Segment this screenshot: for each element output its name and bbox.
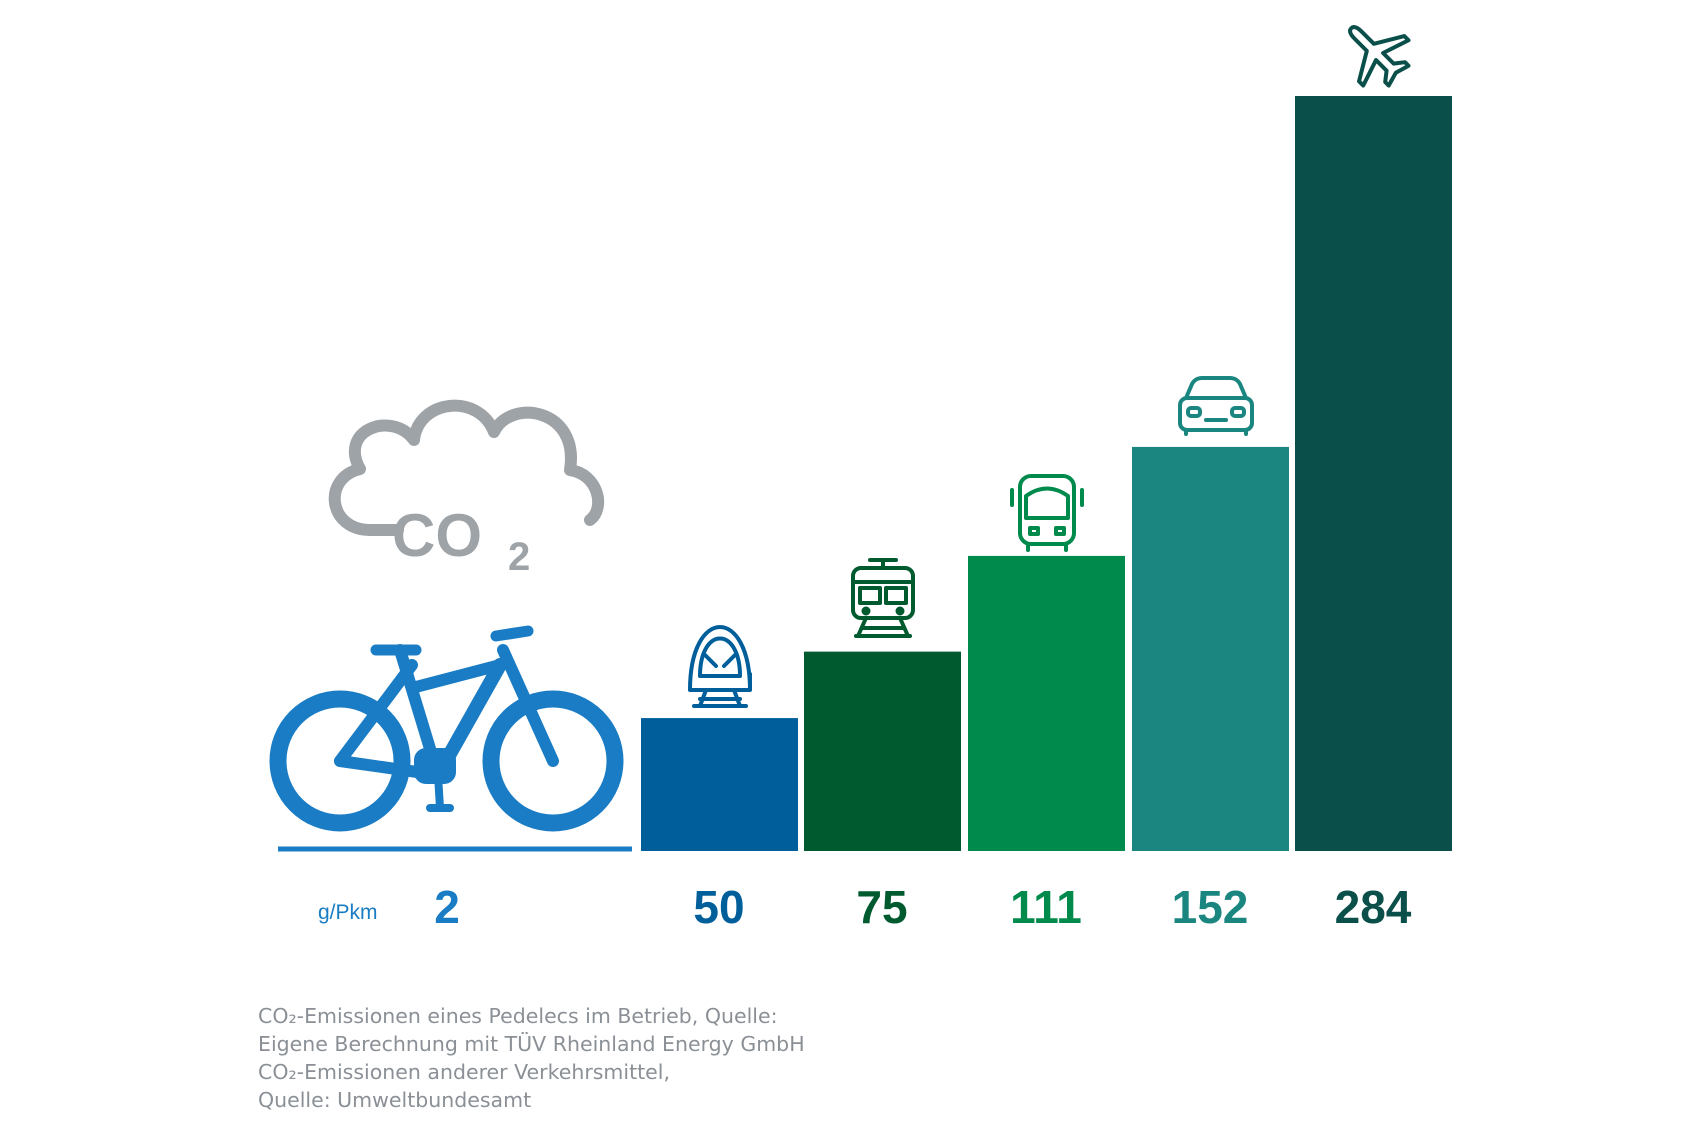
value-label-fernzug: 50 [693, 881, 744, 933]
caption-line-3: CO₂-Emissionen anderer Verkehrsmittel, [258, 1060, 671, 1084]
unit-label: g/Pkm [318, 901, 378, 924]
bar-nahverkehrszug [804, 651, 961, 851]
value-labels-group: 2 50 75 111 152 284 [434, 881, 1412, 933]
co2-subscript: 2 [508, 535, 530, 579]
regional-train-icon [851, 558, 915, 638]
source-caption: CO₂-Emissionen eines Pedelecs im Betrieb… [258, 1002, 1158, 1114]
bus-icon [1010, 474, 1084, 552]
co2-label: CO [392, 502, 482, 569]
airplane-icon [1348, 25, 1411, 88]
value-label-nahverkehrszug: 75 [856, 881, 907, 933]
co2-cloud-icon: CO 2 [328, 399, 605, 579]
value-label-pedelec: 2 [434, 881, 460, 933]
value-label-linienbus: 111 [1010, 881, 1082, 933]
caption-line-4: Quelle: Umweltbundesamt [258, 1088, 532, 1112]
caption-line-1: CO₂-Emissionen eines Pedelecs im Betrieb… [258, 1004, 778, 1028]
bar-linienbus [968, 555, 1125, 851]
bars-group [641, 96, 1452, 851]
bar-fernzug [641, 718, 798, 851]
bar-flugzeug [1295, 96, 1452, 851]
car-icon [1178, 376, 1254, 436]
value-label-pkw: 152 [1172, 881, 1249, 933]
high-speed-train-icon [688, 625, 752, 708]
e-bike-icon [269, 625, 624, 832]
bar-pkw [1132, 446, 1289, 851]
caption-line-2: Eigene Berechnung mit TÜV Rheinland Ener… [258, 1032, 805, 1056]
value-label-flugzeug: 284 [1335, 881, 1412, 933]
